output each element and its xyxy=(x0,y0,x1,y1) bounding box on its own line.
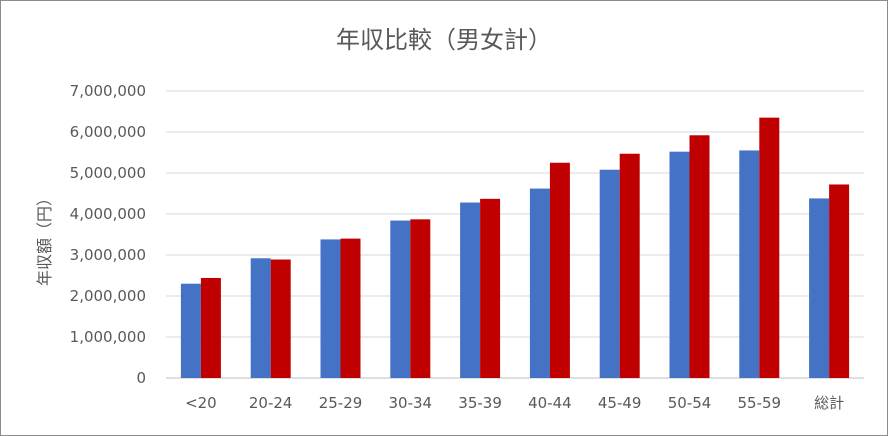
y-axis-label: 年収額（円） xyxy=(35,190,54,286)
x-tick-label: 30-34 xyxy=(389,394,433,412)
bar-series-2 xyxy=(480,198,501,378)
x-tick-label: 25-29 xyxy=(319,394,363,412)
y-tick-label: 2,000,000 xyxy=(70,287,146,305)
x-tick-label: 45-49 xyxy=(598,394,642,412)
y-tick-label: 4,000,000 xyxy=(70,205,146,223)
bar-series-1 xyxy=(460,202,481,378)
bar-series-1 xyxy=(809,198,830,378)
bar-series-1 xyxy=(180,283,201,378)
bar-series-1 xyxy=(529,188,550,378)
bar-series-1 xyxy=(250,258,271,378)
bar-series-2 xyxy=(200,277,221,378)
bar-series-2 xyxy=(619,153,640,378)
bar-series-1 xyxy=(320,239,341,378)
bar-series-2 xyxy=(340,238,361,378)
bar-series-1 xyxy=(390,220,411,378)
x-tick-label: 総計 xyxy=(814,394,844,412)
y-tick-label: 1,000,000 xyxy=(70,328,146,346)
y-tick-label: 3,000,000 xyxy=(70,246,146,264)
bar-series-2 xyxy=(759,117,780,379)
bar-series-1 xyxy=(739,150,760,378)
bar-series-1 xyxy=(599,169,620,378)
x-tick-label: 20-24 xyxy=(249,394,293,412)
x-tick-label: 55-59 xyxy=(738,394,782,412)
x-tick-label: 50-54 xyxy=(668,394,712,412)
x-tick-label: <20 xyxy=(185,394,217,412)
bar-series-2 xyxy=(410,219,431,378)
bar-series-1 xyxy=(669,151,690,378)
bar-series-2 xyxy=(689,135,710,378)
bar-series-2 xyxy=(549,162,570,378)
y-tick-label: 6,000,000 xyxy=(70,123,146,141)
y-tick-label: 7,000,000 xyxy=(70,82,146,100)
y-tick-label: 0 xyxy=(136,369,146,387)
bar-series-2 xyxy=(270,259,291,378)
x-tick-label: 35-39 xyxy=(458,394,502,412)
chart-title: 年収比較（男女計） xyxy=(336,26,552,54)
x-tick-label: 40-44 xyxy=(528,394,572,412)
bar-series-2 xyxy=(829,184,850,378)
y-tick-label: 5,000,000 xyxy=(70,164,146,182)
